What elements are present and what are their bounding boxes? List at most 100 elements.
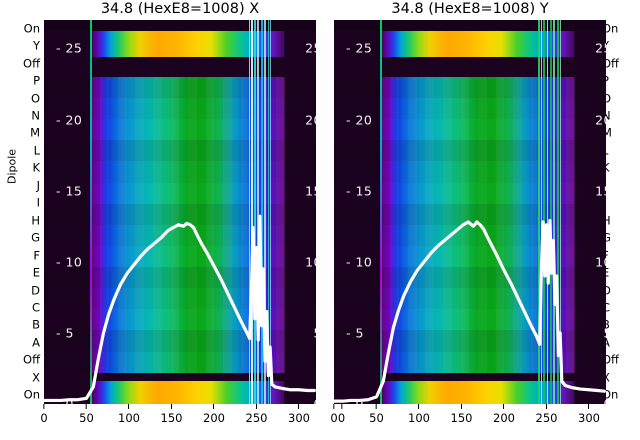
heatmap-left-edge-stripe xyxy=(89,20,92,404)
heatmap-col-texture xyxy=(162,77,171,373)
x-tick-mark xyxy=(460,404,462,409)
heatmap-vertical-stripe xyxy=(543,20,546,404)
heatmap-col-texture xyxy=(399,77,408,373)
x-tick-mark xyxy=(43,404,45,409)
heatmap-col-texture xyxy=(100,76,110,373)
heatmap-panel-x[interactable]: - 0 0 - 5 5 - 10 10 - 15 15 - 20 20 - 25 25 xyxy=(44,20,316,404)
y-tick-left-10: - 10 xyxy=(346,254,373,270)
category-axis-left: On Y Off P O N M L K J I H G F E D C B A Off X On xyxy=(8,20,42,404)
heatmap-vertical-stripe xyxy=(260,20,264,404)
category-tick-p-3: P xyxy=(33,73,40,88)
x-tick-mark xyxy=(418,404,420,409)
heatmap-image xyxy=(44,20,316,404)
heatmap-vertical-stripe xyxy=(560,20,562,404)
heatmap-col-texture xyxy=(92,77,101,373)
y-tick-right-25: 25 xyxy=(595,40,606,56)
y-tick-right-15: 15 xyxy=(305,183,316,199)
x-tick-label: 0 xyxy=(330,411,338,425)
x-axis-panel-y: 0 50 100 150 200 250 300 xyxy=(330,404,606,440)
heatmap-band-lower-rainbow-band xyxy=(44,381,316,404)
heatmap-gap xyxy=(44,56,316,77)
panel-title-x: 34.8 (HexE8=1008) X xyxy=(100,1,260,17)
heatmap-col-texture xyxy=(460,76,470,373)
x-tick-label: 300 xyxy=(578,411,600,425)
x-tick-300: 300 xyxy=(578,404,600,425)
category-tick-on-0: On xyxy=(23,20,40,35)
category-tick-m-6: M xyxy=(30,125,40,140)
category-tick-on-21: On xyxy=(602,387,619,402)
x-tick-50: 50 xyxy=(369,404,384,425)
heatmap-col-texture xyxy=(275,76,285,373)
x-tick-label: 300 xyxy=(288,411,310,425)
heatmap-col-texture xyxy=(197,77,206,373)
category-tick-b-17: B xyxy=(32,317,40,332)
heatmap-vertical-stripe xyxy=(264,20,266,404)
category-tick-o-4: O xyxy=(602,90,612,105)
x-tick-250: 250 xyxy=(536,404,557,425)
heatmap-col-texture xyxy=(407,76,417,373)
heatmap-vertical-stripe xyxy=(553,20,555,404)
x-axis-panel-x: 0 50 100 150 200 250 300 0 xyxy=(40,404,345,440)
y-tick-right-0: 0 xyxy=(604,397,606,405)
heatmap-col-texture xyxy=(495,76,505,373)
category-tick-c-16: C xyxy=(31,300,40,315)
x-tick-mark xyxy=(298,404,300,409)
y-tick-right-25: 25 xyxy=(305,40,316,56)
category-tick-x-20: X xyxy=(32,370,40,385)
heatmap-vertical-stripe xyxy=(546,20,548,404)
heatmap-image xyxy=(334,20,606,404)
x-tick-mark xyxy=(545,404,547,409)
category-tick-l-7: L xyxy=(33,143,40,158)
heatmap-col-texture xyxy=(452,77,461,373)
panel-title-y: 34.8 (HexE8=1008) Y xyxy=(391,1,549,17)
x-tick-mark xyxy=(375,404,377,409)
heatmap-col-texture xyxy=(127,77,136,373)
category-tick-g-12: G xyxy=(31,230,40,245)
heatmap-panel-y[interactable]: - 0 0 - 5 5 - 10 10 - 15 15 - 20 20 - 25 25 xyxy=(334,20,606,404)
heatmap-col-texture xyxy=(232,77,241,373)
heatmap-col-texture xyxy=(135,76,145,373)
x-tick-200: 200 xyxy=(493,404,515,425)
x-tick-label: 0 xyxy=(337,411,346,425)
x-tick-mark xyxy=(85,404,87,409)
category-tick-n-5: N xyxy=(602,108,611,123)
heatmap-col-texture xyxy=(434,77,443,373)
heatmap-col-texture xyxy=(205,76,215,373)
x-tick-label: 200 xyxy=(493,411,515,425)
heatmap-col-texture xyxy=(188,76,197,373)
y-tick-left-5: - 5 xyxy=(346,325,364,341)
y-tick-right-10: 10 xyxy=(595,254,606,270)
heatmap-vertical-stripe xyxy=(267,20,270,404)
x-tick-label: 250 xyxy=(245,411,268,425)
heatmap-vertical-stripe xyxy=(556,20,559,404)
y-tick-left-20: - 20 xyxy=(56,112,83,128)
heatmap-col-texture xyxy=(478,76,487,373)
category-tick-o-4: O xyxy=(30,90,40,105)
x-tick-mark xyxy=(170,404,172,409)
category-tick-k-8: K xyxy=(32,160,40,175)
x-tick-mark xyxy=(340,404,342,409)
y-tick-left-5: - 5 xyxy=(56,325,74,341)
y-tick-right-0: 0 xyxy=(314,397,316,405)
category-tick-h-11: H xyxy=(31,212,40,227)
y-tick-left-15: - 15 xyxy=(346,183,373,199)
heatmap-row-texture xyxy=(44,98,316,120)
y-tick-left-20: - 20 xyxy=(346,112,373,128)
x-tick-mark xyxy=(213,404,215,409)
x-tick-mark xyxy=(255,404,257,409)
x-tick-label: 100 xyxy=(408,411,430,425)
x-tick-mark xyxy=(128,404,130,409)
x-tick-150: 150 xyxy=(161,404,182,425)
heatmap-vertical-stripe xyxy=(257,20,259,404)
heatmap-col-texture xyxy=(117,76,127,373)
y-tick-left-25: - 25 xyxy=(56,40,83,56)
heatmap-col-texture xyxy=(382,77,391,373)
x-tick-200: 200 xyxy=(203,404,225,425)
heatmap-row-texture xyxy=(44,161,316,183)
heatmap-band-lower-rainbow-band xyxy=(334,381,606,404)
category-tick-m-6: M xyxy=(602,125,612,140)
heatmap-col-texture xyxy=(443,76,452,373)
heatmap-col-texture xyxy=(487,77,496,373)
heatmap-col-texture xyxy=(417,77,426,373)
category-tick-e-14: E xyxy=(32,265,40,280)
